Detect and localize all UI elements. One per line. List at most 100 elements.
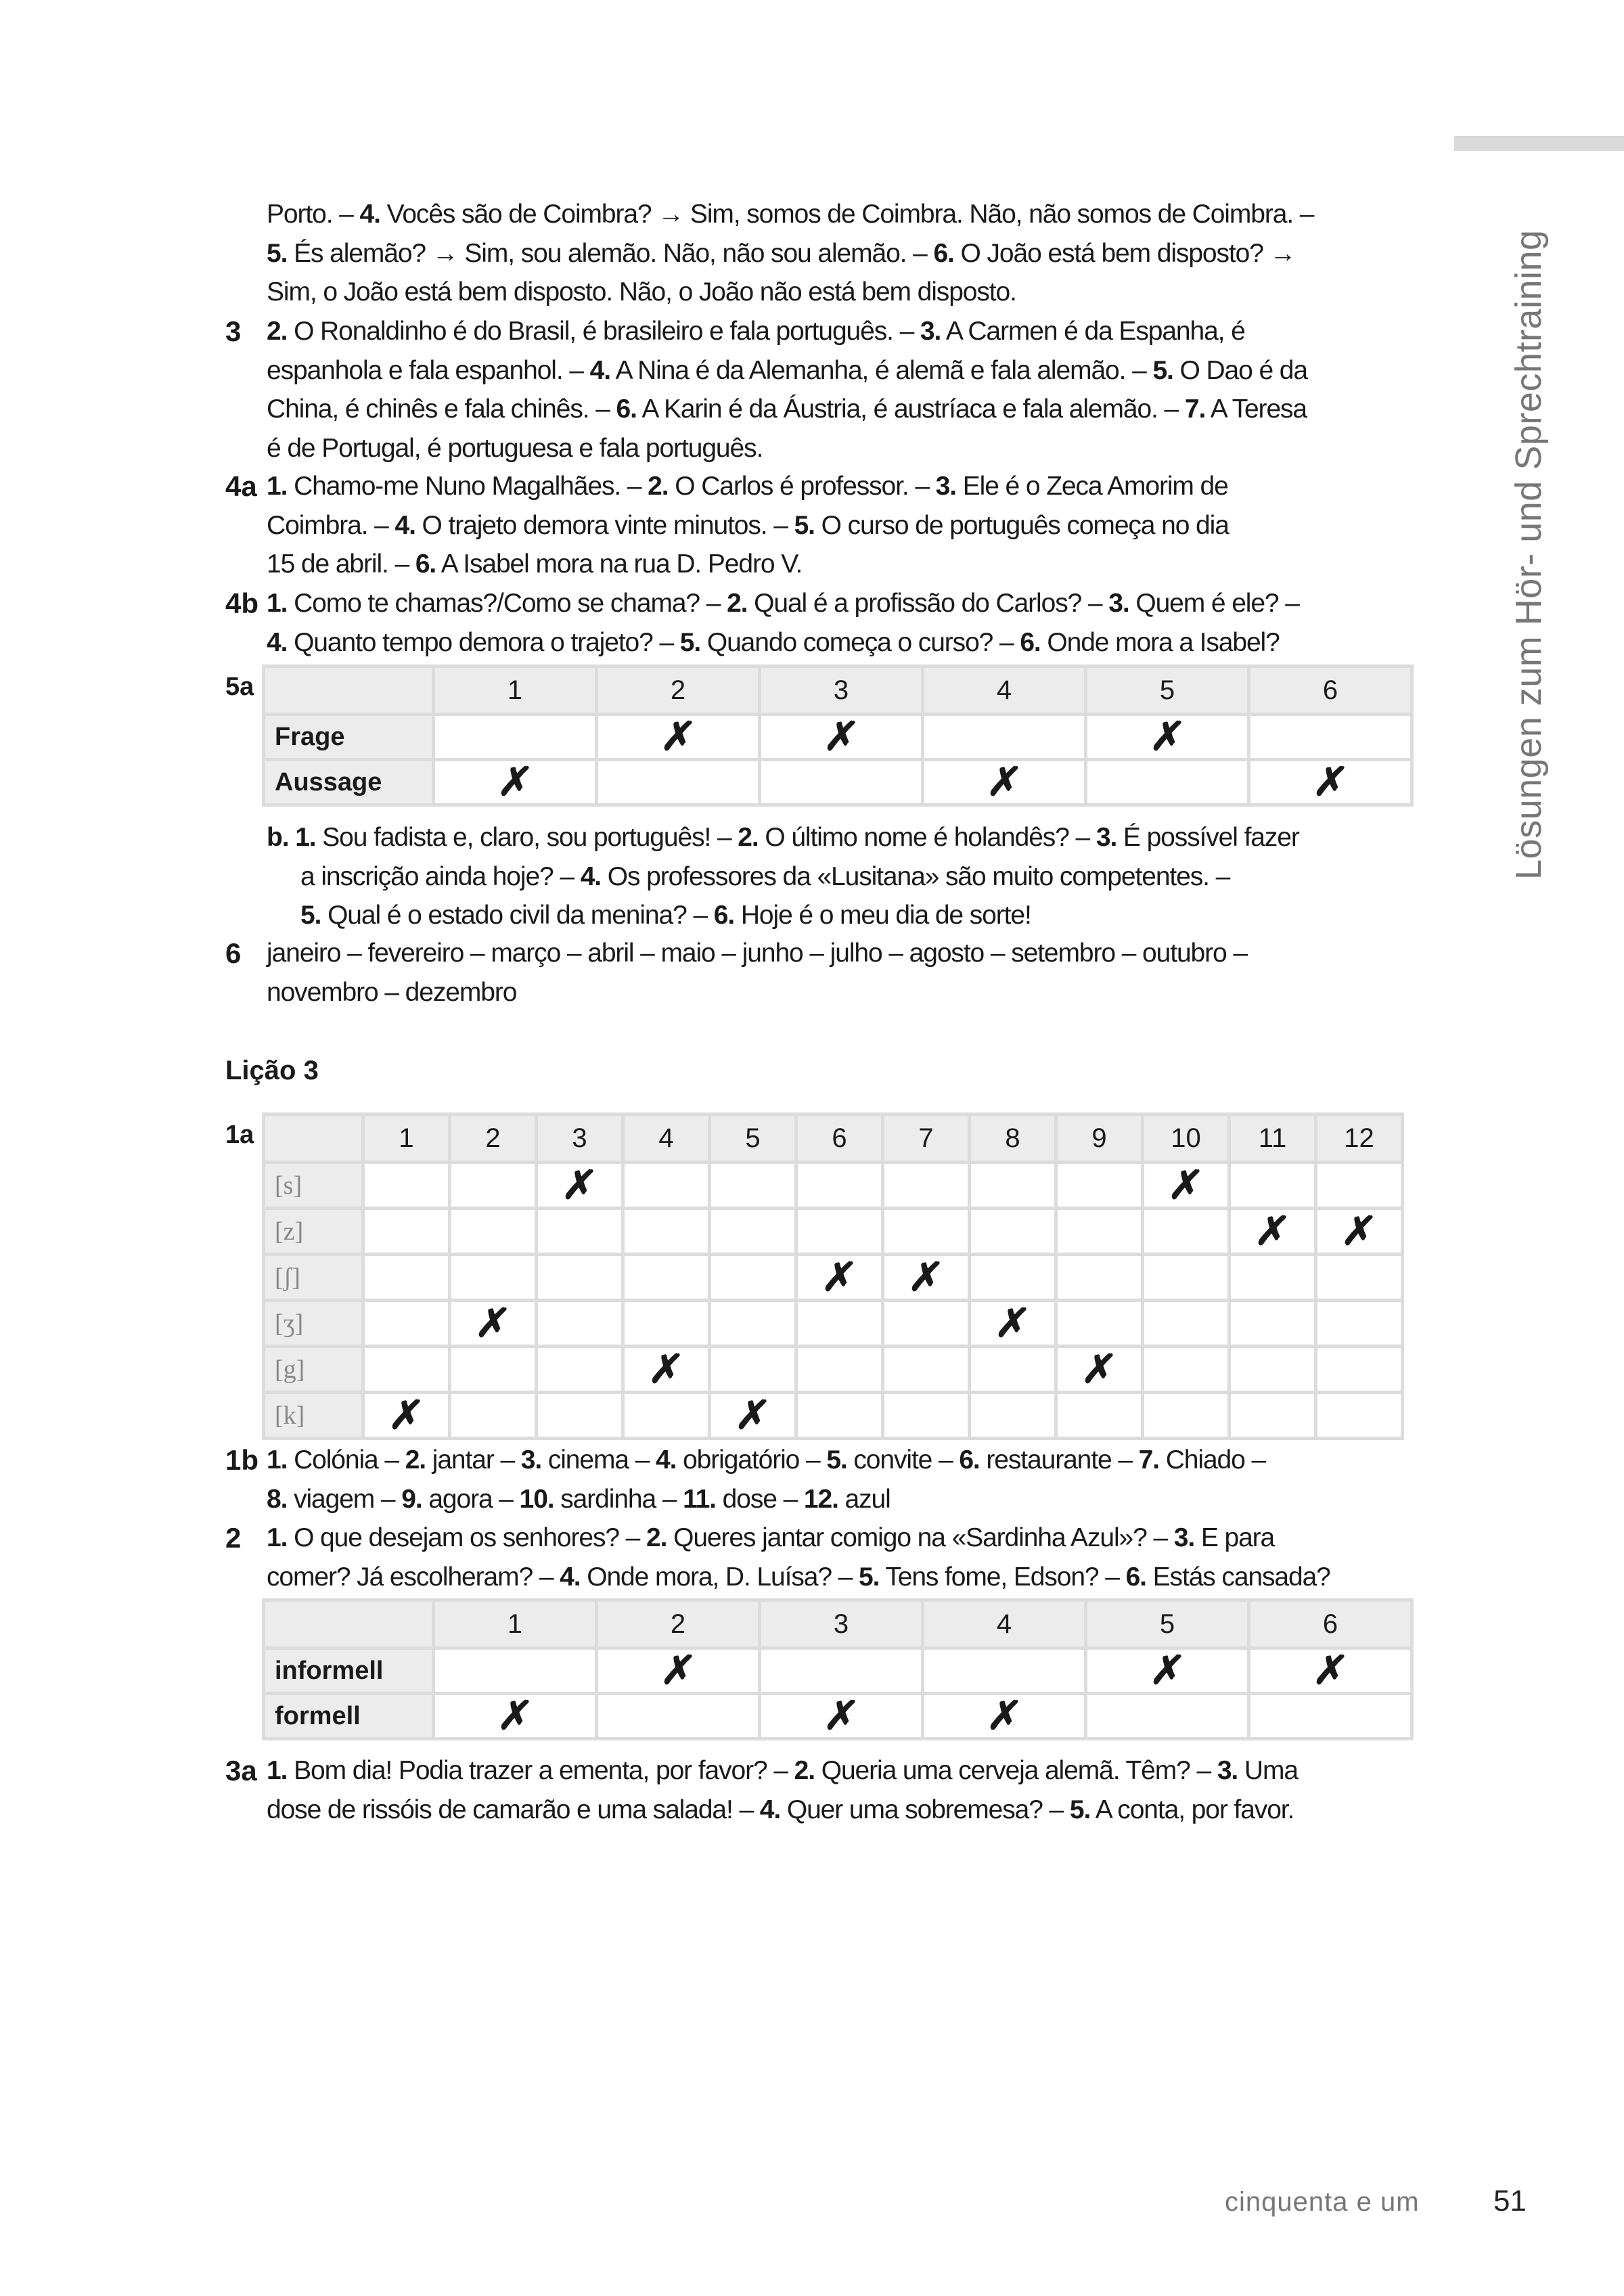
item-number: 6. — [1020, 627, 1041, 657]
answer-text: Chiado – — [1158, 1445, 1266, 1475]
item-number: 6. — [713, 901, 735, 930]
table-cell — [971, 1256, 1054, 1299]
answer-text: Quer uma sobremesa? – — [780, 1795, 1070, 1824]
table-cell — [711, 1256, 794, 1299]
answer-line: 1. Chamo-me Nuno Magalhães. – 2. O Carlo… — [267, 467, 1416, 506]
row-header: [ʒ] — [265, 1302, 361, 1345]
answer-text: Qual é a profissão do Carlos? – — [747, 589, 1109, 618]
answer-line: 2. O Ronaldinho é do Brasil, é brasileir… — [267, 312, 1416, 351]
table-cell — [1250, 1695, 1410, 1737]
table-cell — [924, 716, 1084, 758]
table-cell — [711, 1348, 794, 1391]
answer-line: espanhola e fala espanhol. – 4. A Nina é… — [267, 351, 1416, 390]
answer-text: Sim, o João está bem disposto. Não, o Jo… — [267, 277, 1017, 307]
answer-line: China, é chinês e fala chinês. – 6. A Ka… — [267, 390, 1416, 429]
item-number: 5. — [300, 901, 321, 930]
lesson-heading: Lição 3 — [225, 1056, 319, 1085]
column-header: 3 — [761, 668, 921, 713]
item-number: 6. — [933, 238, 954, 268]
answer-line: Sim, o João está bem disposto. Não, o Jo… — [267, 273, 1416, 312]
table-cell — [365, 1348, 448, 1391]
table-cell — [1231, 1256, 1314, 1299]
table-cell — [1058, 1394, 1141, 1437]
column-header: 1 — [435, 1602, 595, 1646]
table-cell — [971, 1164, 1054, 1207]
table-row: informell ✗ ✗ ✗ — [265, 1648, 1410, 1692]
table-cell: ✗ — [1231, 1209, 1314, 1253]
table-cell: ✗ — [884, 1255, 968, 1299]
item-number: 11. — [683, 1484, 717, 1514]
table-cell — [1058, 1302, 1141, 1345]
table-cell — [1144, 1394, 1227, 1437]
exercise-block: 6 janeiro – fevereiro – março – abril – m… — [225, 934, 1416, 1012]
page-number-words: cinquenta e um — [1225, 2187, 1420, 2217]
table-cell — [1087, 1695, 1247, 1737]
cross-mark-icon: ✗ — [819, 1255, 859, 1299]
table-cell: ✗ — [1144, 1163, 1227, 1207]
table-cell — [451, 1164, 535, 1207]
answer-line: comer? Já escolheram? – 4. Onde mora, D.… — [267, 1558, 1416, 1597]
page-number: 51 — [1493, 2184, 1527, 2218]
answer-text: espanhola e fala espanhol. – — [267, 355, 590, 385]
row-header: [s] — [265, 1164, 361, 1207]
item-number: 2. — [648, 472, 669, 501]
table-cell — [538, 1394, 621, 1437]
item-number: 6. — [415, 549, 436, 579]
answer-text: Os professores da «Lusitana» são muito c… — [601, 861, 1231, 891]
exercise-block: 4a 1. Chamo-me Nuno Magalhães. – 2. O Car… — [225, 467, 1416, 584]
table-cell: ✗ — [761, 1694, 921, 1738]
exercise-block: 3a 1. Bom dia! Podia trazer a ementa, por… — [225, 1751, 1416, 1829]
table-cell — [1144, 1302, 1227, 1345]
table-cell — [1250, 716, 1410, 758]
answer-text: A Karin é da Áustria, é austríaca e fala… — [636, 395, 1185, 424]
row-header: Frage — [265, 716, 432, 758]
item-number: 1. — [267, 1445, 288, 1475]
column-header: 2 — [598, 1602, 758, 1646]
item-number: 5. — [1069, 1795, 1091, 1824]
table-cell — [451, 1394, 535, 1437]
answer-text: comer? Já escolheram? – — [267, 1562, 560, 1592]
table-cell — [538, 1302, 621, 1345]
column-header: 4 — [924, 1602, 1084, 1646]
sidebar-title: Lösungen zum Hör- und Sprechtraining — [1508, 229, 1549, 880]
cross-mark-icon: ✗ — [1079, 1347, 1119, 1391]
item-number: 4. — [359, 200, 381, 229]
cross-mark-icon: ✗ — [1339, 1209, 1379, 1253]
column-header: 5 — [711, 1116, 794, 1161]
answer-text: O Carlos é professor. – — [668, 472, 936, 501]
table-cell — [1317, 1302, 1401, 1345]
exercise-block: 2 1. O que desejam os senhores? – 2. Quer… — [225, 1518, 1416, 1596]
item-number: 4. — [580, 861, 602, 891]
answer-text: Tens fome, Edson? – — [879, 1562, 1126, 1592]
cross-mark-icon: ✗ — [658, 1648, 698, 1692]
column-header: 6 — [1250, 668, 1410, 713]
table-cell — [884, 1348, 968, 1391]
cross-mark-icon: ✗ — [906, 1255, 946, 1299]
table-cell — [435, 716, 595, 758]
corner-cell — [265, 1116, 361, 1161]
column-header: 7 — [884, 1116, 968, 1161]
exercise-block: Porto. – 4. Vocês são de Coimbra? → Sim,… — [225, 195, 1416, 312]
table-cell — [625, 1256, 708, 1299]
item-number: 5. — [1152, 355, 1173, 385]
cross-mark-icon: ✗ — [1148, 715, 1187, 759]
column-header: 4 — [924, 668, 1084, 713]
item-number: 3. — [935, 472, 957, 501]
answer-line: 15 de abril. – 6. A Isabel mora na rua D… — [267, 545, 1416, 584]
table-row: Frage ✗ ✗ ✗ — [265, 715, 1410, 759]
answer-text: Hoje é o meu dia de sorte! — [734, 901, 1032, 930]
item-number: 6. — [959, 1445, 980, 1475]
table-row: [g] ✗ ✗ — [265, 1347, 1401, 1391]
answer-text: cinema – — [541, 1445, 656, 1475]
row-header: [k] — [265, 1394, 361, 1437]
table-cell — [884, 1210, 968, 1253]
answer-line: janeiro – fevereiro – março – abril – ma… — [267, 934, 1416, 973]
item-number: 1. — [267, 589, 288, 618]
item-number: 3. — [1173, 1523, 1195, 1552]
table-cell — [924, 1650, 1084, 1692]
exercise-label: 1a — [225, 1121, 254, 1149]
table-cell: ✗ — [365, 1393, 448, 1437]
item-number: 12. — [803, 1484, 839, 1514]
table-cell — [711, 1302, 794, 1345]
column-header: 9 — [1058, 1116, 1141, 1161]
